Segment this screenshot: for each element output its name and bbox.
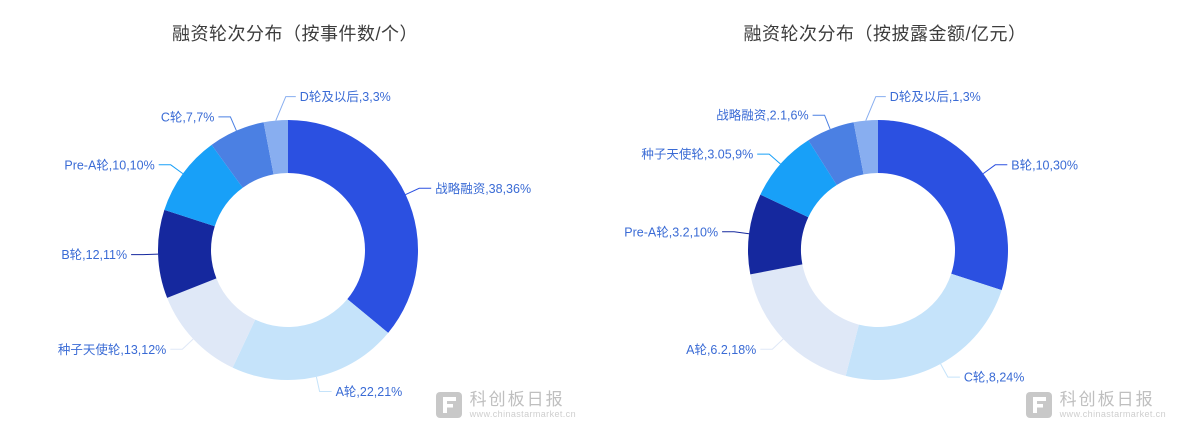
- pie-slice[interactable]: [211, 122, 274, 188]
- slice-label: B轮,10,30%: [1011, 158, 1078, 172]
- slice-label: D轮及以后,3,3%: [300, 90, 391, 104]
- brand-logo-icon: [1025, 391, 1053, 419]
- chart-panel-disclosed-amount: 融资轮次分布（按披露金额/亿元） B轮,10,30% C轮,8,24% A轮,6.2…: [590, 0, 1180, 428]
- label-leader-line: [218, 116, 237, 131]
- slice-label: 战略融资,38,36%: [435, 181, 531, 196]
- donut-chart-disclosed-amount: B轮,10,30% C轮,8,24% A轮,6.2,18% Pre-A轮,3.2,10…: [624, 90, 1078, 385]
- label-leader-line: [131, 253, 159, 256]
- label-leader-line: [757, 153, 781, 165]
- label-leader-line: [982, 164, 1008, 175]
- brand-url: www.chinastarmarket.cn: [1059, 409, 1166, 419]
- pie-slice[interactable]: [808, 122, 864, 185]
- slice-label: C轮,8,24%: [964, 371, 1024, 385]
- slice-label: Pre-A轮,3.2,10%: [624, 225, 718, 239]
- label-leader-line: [275, 96, 296, 121]
- pie-slice[interactable]: [167, 278, 256, 368]
- label-leader-line: [158, 164, 184, 175]
- brand-url: www.chinastarmarket.cn: [469, 409, 576, 419]
- watermark-text: 科创板日报 www.chinastarmarket.cn: [470, 390, 576, 420]
- pie-slice[interactable]: [747, 194, 809, 275]
- label-leader-line: [940, 363, 960, 378]
- label-leader-line: [722, 231, 750, 235]
- slice-label: A轮,22,21%: [336, 385, 403, 399]
- watermark: 科创板日报 www.chinastarmarket.cn: [1025, 390, 1166, 420]
- label-leader-line: [405, 187, 432, 196]
- pie-slice[interactable]: [164, 144, 243, 227]
- donut-chart-event-count: 战略融资,38,36% A轮,22,21% 种子天使轮,13,12% B轮,12,11…: [58, 90, 531, 399]
- pie-slice[interactable]: [232, 299, 389, 381]
- label-leader-line: [315, 376, 332, 392]
- slice-label: Pre-A轮,10,10%: [64, 158, 154, 172]
- pie-slice[interactable]: [263, 120, 288, 175]
- slice-label: B轮,12,11%: [61, 248, 127, 262]
- pie-slice[interactable]: [760, 140, 837, 218]
- slice-label: D轮及以后,1,3%: [890, 90, 981, 104]
- label-leader-line: [812, 114, 831, 130]
- pie-slice[interactable]: [157, 209, 217, 298]
- watermark: 科创板日报 www.chinastarmarket.cn: [435, 390, 576, 420]
- watermark-text: 科创板日报 www.chinastarmarket.cn: [1060, 390, 1166, 420]
- brand-name: 科创板日报: [1059, 390, 1155, 409]
- label-leader-line: [865, 96, 886, 121]
- slice-label: 战略融资,2.1,6%: [716, 108, 808, 123]
- chart-title-disclosed-amount: 融资轮次分布（按披露金额/亿元）: [743, 24, 1027, 44]
- label-leader-line: [170, 338, 194, 350]
- pie-slice[interactable]: [750, 264, 859, 376]
- pie-slice[interactable]: [878, 120, 1009, 291]
- slice-label: 种子天使轮,3.05,9%: [641, 147, 753, 162]
- slice-label: A轮,6.2,18%: [686, 343, 756, 357]
- slice-label: 种子天使轮,13,12%: [58, 342, 166, 357]
- label-leader-line: [760, 338, 784, 350]
- brand-logo-icon: [435, 391, 463, 419]
- slice-label: C轮,7,7%: [161, 110, 215, 124]
- pie-slice[interactable]: [845, 273, 1002, 381]
- brand-name: 科创板日报: [469, 390, 565, 409]
- pie-slice[interactable]: [853, 120, 878, 175]
- chart-panel-event-count: 融资轮次分布（按事件数/个） 战略融资,38,36% A轮,22,21% 种子天使轮…: [0, 0, 590, 428]
- chart-title-event-count: 融资轮次分布（按事件数/个）: [172, 24, 418, 44]
- pie-slice[interactable]: [288, 120, 419, 333]
